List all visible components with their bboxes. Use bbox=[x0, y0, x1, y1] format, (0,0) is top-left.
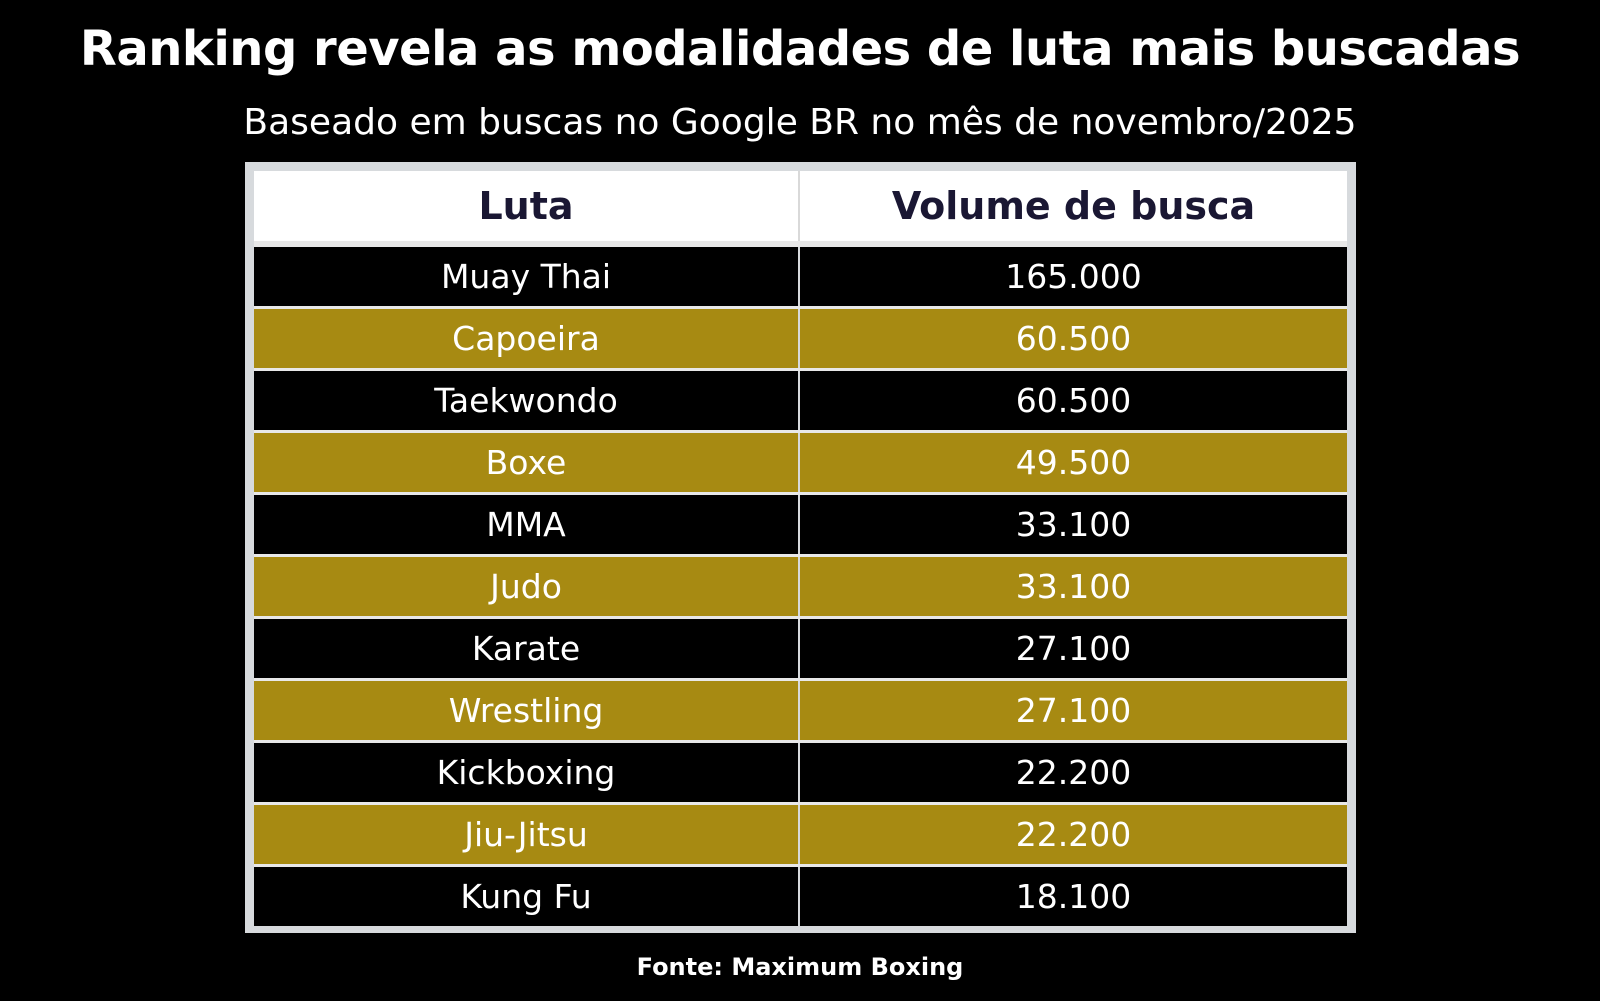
chart-title: Ranking revela as modalidades de luta ma… bbox=[79, 21, 1521, 77]
table-body-container: Luta Volume de busca Muay Thai 165.000 Cap… bbox=[254, 171, 1347, 926]
cell-luta: Boxe bbox=[485, 443, 567, 482]
cell-volume: 33.100 bbox=[1015, 567, 1132, 606]
table-row: Kickboxing 22.200 bbox=[254, 743, 1347, 802]
row-divider bbox=[798, 495, 800, 554]
chart-subtitle: Baseado em buscas no Google BR no mês de… bbox=[243, 102, 1357, 143]
cell-luta: Capoeira bbox=[452, 319, 600, 358]
table-row: Muay Thai 165.000 bbox=[254, 247, 1347, 306]
row-divider bbox=[798, 309, 800, 368]
cell-volume: 18.100 bbox=[1015, 877, 1132, 916]
table-row: Kung Fu 18.100 bbox=[254, 867, 1347, 926]
cell-volume: 33.100 bbox=[1015, 505, 1132, 544]
cell-volume: 22.200 bbox=[1015, 753, 1132, 792]
cell-luta: Wrestling bbox=[448, 691, 604, 730]
row-divider bbox=[798, 743, 800, 802]
row-divider bbox=[798, 619, 800, 678]
cell-luta: Karate bbox=[471, 629, 581, 668]
row-divider bbox=[798, 247, 800, 306]
row-divider bbox=[798, 805, 800, 864]
table-row: Capoeira 60.500 bbox=[254, 309, 1347, 368]
row-divider bbox=[798, 867, 800, 926]
cell-volume: 60.500 bbox=[1015, 319, 1132, 358]
table-row: Karate 27.100 bbox=[254, 619, 1347, 678]
table-row: Boxe 49.500 bbox=[254, 433, 1347, 492]
cell-luta: Kickboxing bbox=[436, 753, 616, 792]
ranking-table: Luta Volume de busca Muay Thai 165.000 Cap… bbox=[245, 162, 1356, 933]
table-row: Taekwondo 60.500 bbox=[254, 371, 1347, 430]
cell-volume: 22.200 bbox=[1015, 815, 1132, 854]
row-divider bbox=[798, 433, 800, 492]
cell-luta: Judo bbox=[490, 567, 562, 606]
cell-luta: Muay Thai bbox=[440, 257, 612, 296]
cell-volume: 27.100 bbox=[1015, 629, 1132, 668]
cell-volume: 49.500 bbox=[1015, 443, 1132, 482]
table-header-row: Luta Volume de busca bbox=[254, 171, 1347, 241]
cell-luta: MMA bbox=[486, 505, 566, 544]
column-header-volume: Volume de busca bbox=[891, 184, 1256, 228]
row-divider bbox=[798, 371, 800, 430]
cell-volume: 165.000 bbox=[1005, 257, 1142, 296]
column-header-luta: Luta bbox=[478, 184, 574, 228]
row-divider bbox=[798, 557, 800, 616]
table-rows: Muay Thai 165.000 Capoeira 60.500 Taekwondo 6… bbox=[254, 247, 1347, 929]
table-row: MMA 33.100 bbox=[254, 495, 1347, 554]
cell-luta: Jiu-Jitsu bbox=[464, 815, 588, 854]
cell-volume: 27.100 bbox=[1015, 691, 1132, 730]
table-row: Judo 33.100 bbox=[254, 557, 1347, 616]
header-divider bbox=[798, 171, 800, 241]
source-note: Fonte: Maximum Boxing bbox=[636, 953, 964, 981]
table-row: Jiu-Jitsu 22.200 bbox=[254, 805, 1347, 864]
cell-luta: Kung Fu bbox=[460, 877, 592, 916]
cell-volume: 60.500 bbox=[1015, 381, 1132, 420]
table-row: Wrestling 27.100 bbox=[254, 681, 1347, 740]
row-divider bbox=[798, 681, 800, 740]
cell-luta: Taekwondo bbox=[434, 381, 618, 420]
